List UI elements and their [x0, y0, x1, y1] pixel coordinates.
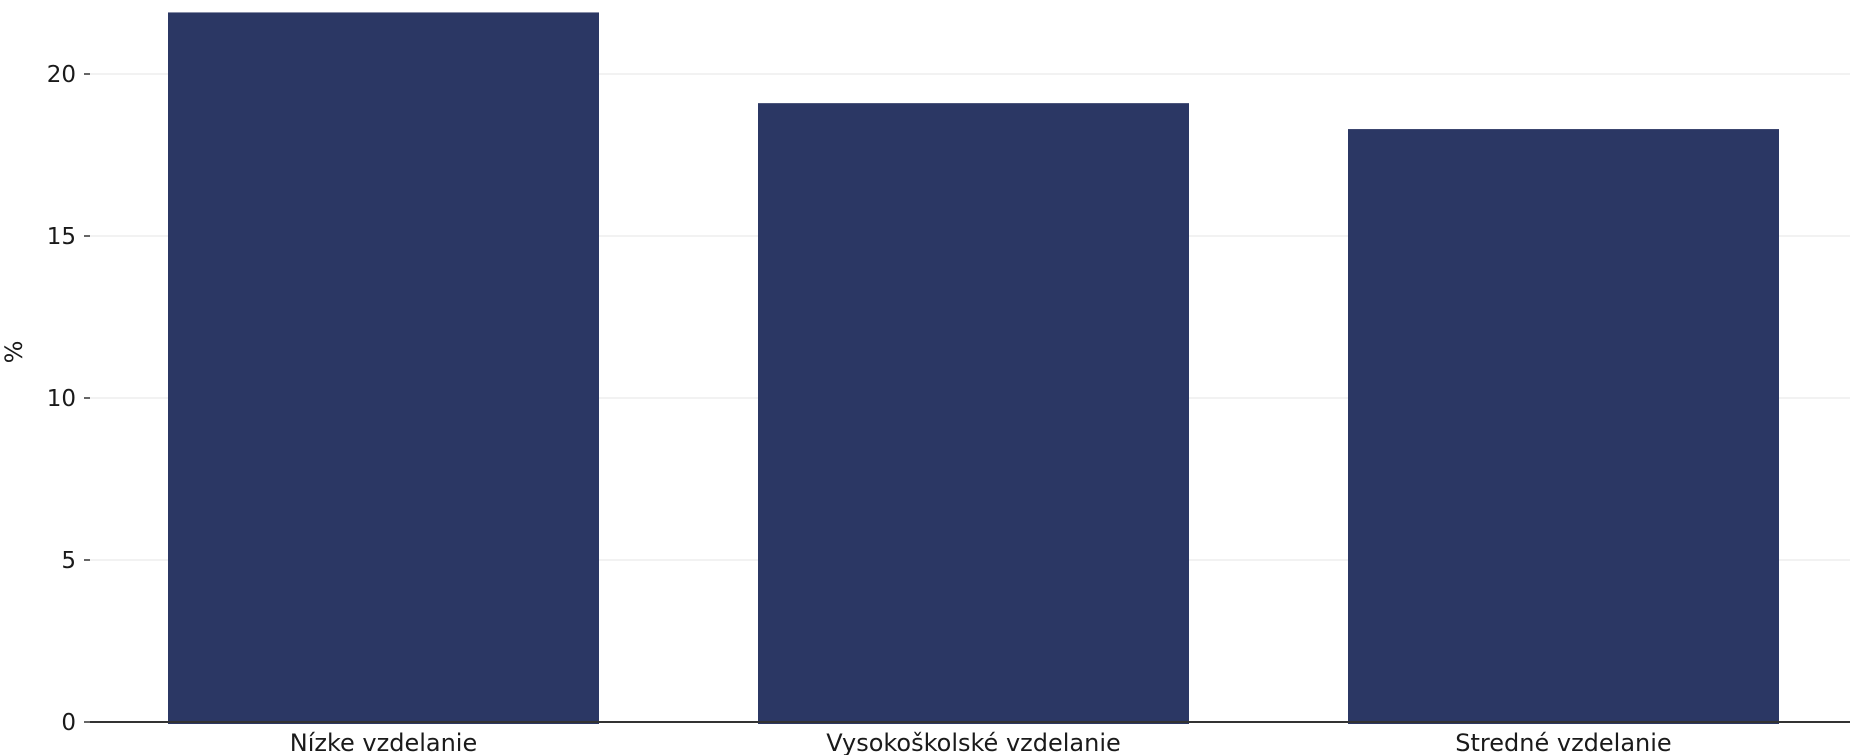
y-tick-label: 20 — [47, 62, 76, 88]
bar — [1348, 129, 1779, 724]
y-tick-label: 5 — [61, 548, 76, 574]
bar — [758, 103, 1189, 724]
y-axis-title: % — [0, 341, 28, 364]
bar — [168, 12, 599, 724]
y-tick-labels: 0 5 10 15 20 — [47, 62, 90, 736]
x-category-label: Stredné vzdelanie — [1455, 729, 1671, 755]
y-tick-label: 10 — [47, 386, 76, 412]
x-category-label: Vysokoškolské vzdelanie — [826, 729, 1121, 755]
x-category-labels: Nízke vzdelanie Vysokoškolské vzdelanie St… — [290, 729, 1672, 755]
x-category-label: Nízke vzdelanie — [290, 729, 477, 755]
y-tick-label: 15 — [47, 224, 76, 250]
y-tick-label: 0 — [61, 710, 76, 736]
bars — [168, 12, 1779, 724]
